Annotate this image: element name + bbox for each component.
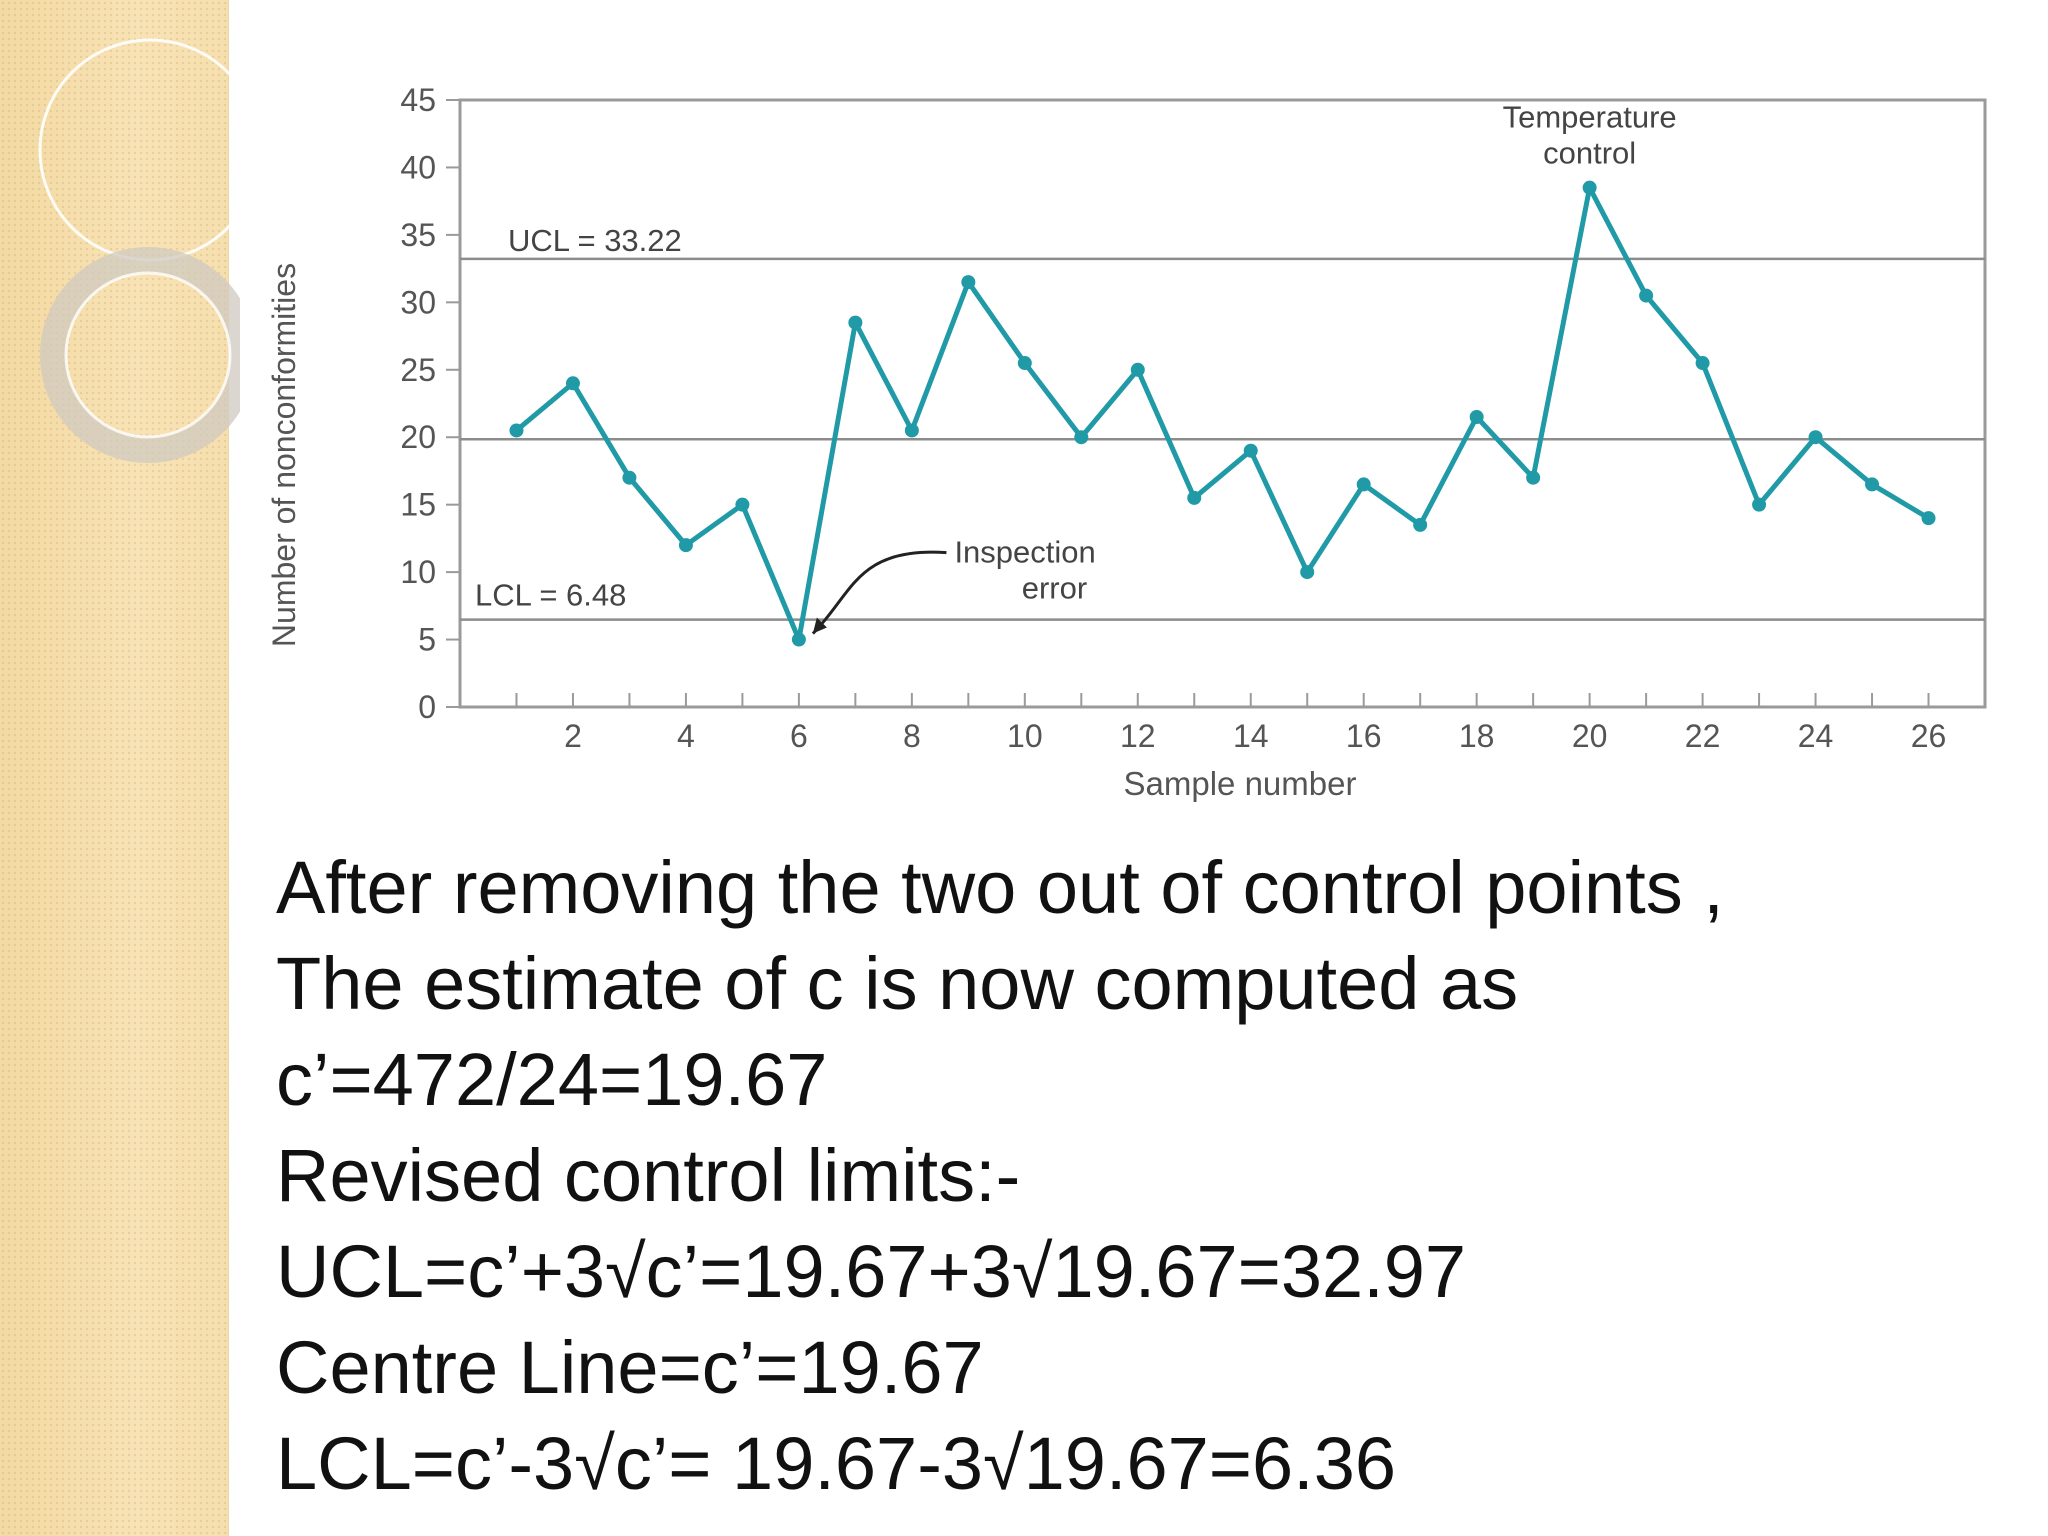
y-tick-label: 40 xyxy=(400,149,436,185)
x-tick-label: 8 xyxy=(903,718,921,754)
y-axis: 0 5 10 15 20 25 30 35 40 45 xyxy=(400,82,460,725)
y-tick-label: 5 xyxy=(418,622,436,658)
annotation-arrow xyxy=(811,550,947,635)
annotation-arrowhead xyxy=(812,617,827,634)
x-tick-label: 10 xyxy=(1007,718,1043,754)
x-axis-title: Sample number xyxy=(1124,765,1357,802)
data-point xyxy=(1017,356,1032,371)
y-axis-title: Number of nonconformities xyxy=(266,263,302,647)
decorative-rings xyxy=(38,38,240,463)
x-tick-label: 20 xyxy=(1572,718,1608,754)
annotation-temperature-control: control xyxy=(1543,136,1636,171)
annotation-inspection-error: Inspection xyxy=(954,535,1095,570)
data-point xyxy=(509,423,524,438)
data-point xyxy=(622,470,637,485)
data-point xyxy=(1243,443,1258,458)
small-ring xyxy=(40,247,240,463)
data-point xyxy=(791,632,806,647)
text-line: UCL=c’+3√c’=19.67+3√19.67=32.97 xyxy=(276,1230,1467,1313)
text-line: After removing the two out of control po… xyxy=(276,846,1724,929)
x-tick-label: 18 xyxy=(1459,718,1495,754)
explanation-text: After removing the two out of control po… xyxy=(276,840,1996,1512)
series-line xyxy=(514,185,1930,643)
small-ring-inner xyxy=(64,271,232,439)
x-tick-label: 24 xyxy=(1798,718,1834,754)
data-point xyxy=(961,275,976,290)
data-point xyxy=(735,497,750,512)
plot-frame xyxy=(458,98,1987,709)
x-tick-label: 12 xyxy=(1120,718,1156,754)
data-point xyxy=(565,376,580,391)
text-line: LCL=c’-3√c’= 19.67-3√19.67=6.36 xyxy=(276,1422,1397,1505)
data-point xyxy=(1921,511,1936,526)
data-point xyxy=(1187,490,1202,505)
ucl-label: UCL = 33.22 xyxy=(508,223,682,258)
annotation-temperature-control: Temperature xyxy=(1503,100,1677,135)
data-point xyxy=(1130,362,1145,377)
text-line: Centre Line=c’=19.67 xyxy=(276,1326,984,1409)
data-point xyxy=(904,423,919,438)
annotation-inspection-error: error xyxy=(1022,571,1087,606)
y-tick-label: 20 xyxy=(400,419,436,455)
data-point xyxy=(1639,288,1654,303)
text-line: The estimate of c is now computed as xyxy=(276,942,1519,1025)
data-point xyxy=(1752,497,1767,512)
data-point xyxy=(1356,477,1371,492)
x-tick-label: 14 xyxy=(1233,718,1269,754)
data-point xyxy=(1413,517,1428,532)
large-ring xyxy=(38,38,240,262)
text-line: c’=472/24=19.67 xyxy=(276,1038,828,1121)
data-point xyxy=(1808,430,1823,445)
data-point xyxy=(1300,565,1315,580)
series-layer xyxy=(509,180,1936,647)
lcl-label: LCL = 6.48 xyxy=(475,578,626,613)
data-point xyxy=(1074,430,1089,445)
data-point xyxy=(1469,409,1484,424)
plot-area xyxy=(458,98,1987,709)
y-tick-label: 10 xyxy=(400,554,436,590)
x-tick-label: 16 xyxy=(1346,718,1382,754)
data-point xyxy=(1865,477,1880,492)
y-tick-label: 25 xyxy=(400,352,436,388)
x-axis: 2 4 6 8 10 12 14 16 18 20 22 24 26 xyxy=(515,693,1947,754)
y-tick-label: 35 xyxy=(400,217,436,253)
y-tick-label: 45 xyxy=(400,82,436,118)
x-tick-label: 2 xyxy=(564,718,582,754)
x-tick-label: 22 xyxy=(1685,718,1721,754)
y-tick-label: 30 xyxy=(400,284,436,320)
text-line: Revised control limits:- xyxy=(276,1134,1021,1217)
y-tick-label: 15 xyxy=(400,487,436,523)
control-limit-lines: UCL = 33.22 LCL = 6.48 xyxy=(460,223,1985,621)
data-point xyxy=(1695,356,1710,371)
y-tick-label: 0 xyxy=(418,689,436,725)
x-tick-label: 6 xyxy=(790,718,808,754)
x-tick-label: 26 xyxy=(1911,718,1947,754)
data-point xyxy=(678,538,693,553)
data-point xyxy=(1526,470,1541,485)
data-point xyxy=(848,315,863,330)
x-tick-label: 4 xyxy=(677,718,695,754)
data-point xyxy=(1582,180,1597,195)
